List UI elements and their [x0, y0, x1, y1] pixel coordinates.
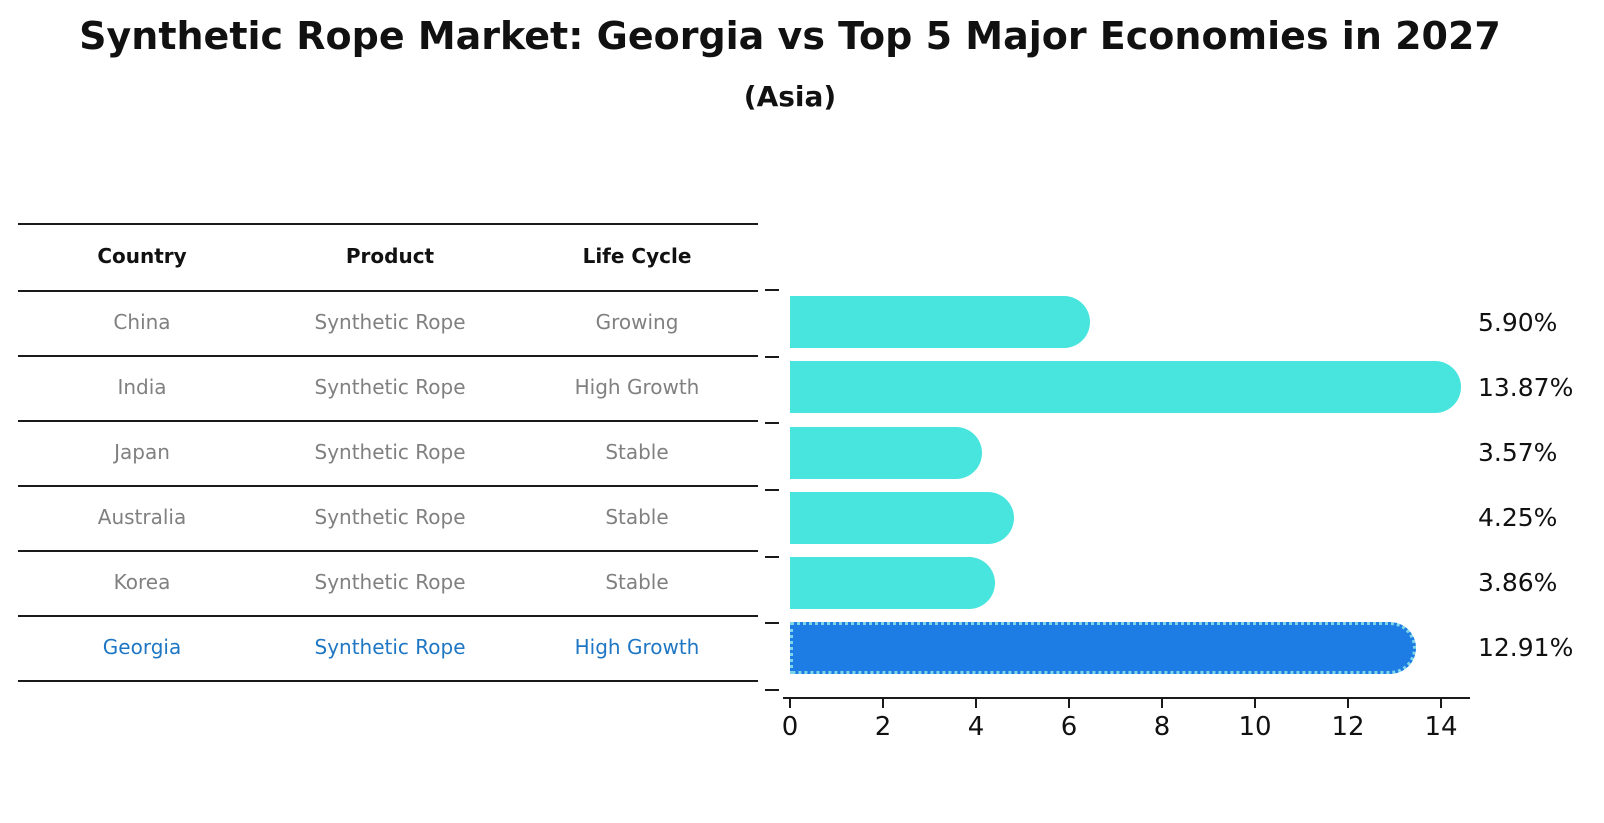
- x-axis-tick: [789, 699, 791, 708]
- table-cell-country: Australia: [97, 505, 187, 529]
- table-cell-life-cycle: Growing: [595, 310, 679, 334]
- x-axis-label: 6: [1060, 712, 1078, 742]
- table-cell-country: India: [117, 375, 167, 399]
- x-axis-tick: [1161, 699, 1163, 708]
- x-axis-label: 0: [781, 712, 799, 742]
- table-cell-product: Synthetic Rope: [314, 570, 466, 594]
- x-axis-label: 12: [1331, 712, 1365, 742]
- table-line: [18, 290, 758, 292]
- y-axis-tick: [765, 689, 779, 691]
- table-header-country: Country: [97, 244, 187, 268]
- table-cell-life-cycle: Stable: [605, 505, 669, 529]
- table-cell-life-cycle-georgia: High Growth: [574, 635, 700, 659]
- x-axis-label: 8: [1153, 712, 1171, 742]
- y-axis-tick: [765, 556, 779, 558]
- table-cell-country-georgia: Georgia: [102, 635, 182, 659]
- bar-value-label: 4.25%: [1478, 503, 1558, 532]
- x-axis-tick: [1254, 699, 1256, 708]
- bar-value-label: 3.57%: [1478, 438, 1558, 467]
- table-header-life-cycle: Life Cycle: [582, 244, 692, 268]
- x-axis-tick: [882, 699, 884, 708]
- bar-india: [790, 361, 1461, 413]
- table-line: [18, 550, 758, 552]
- x-axis-tick: [975, 699, 977, 708]
- y-axis-tick: [765, 289, 779, 291]
- y-axis-tick: [765, 622, 779, 624]
- y-axis-tick: [765, 489, 779, 491]
- table-cell-country: Japan: [114, 440, 170, 464]
- bar-japan: [790, 427, 982, 479]
- chart-subtitle: (Asia): [743, 80, 837, 113]
- table-cell-product-georgia: Synthetic Rope: [314, 635, 466, 659]
- table-cell-product: Synthetic Rope: [314, 375, 466, 399]
- table-line: [18, 223, 758, 225]
- table-cell-life-cycle: High Growth: [574, 375, 700, 399]
- bar-australia: [790, 492, 1014, 544]
- x-axis-label: 2: [874, 712, 892, 742]
- x-axis-line: [783, 697, 1470, 699]
- bar-china: [790, 296, 1090, 348]
- table-cell-life-cycle: Stable: [605, 440, 669, 464]
- bar-georgia: [790, 622, 1416, 674]
- chart-title: Synthetic Rope Market: Georgia vs Top 5 …: [79, 14, 1501, 58]
- table-cell-product: Synthetic Rope: [314, 505, 466, 529]
- bar-value-label: 5.90%: [1478, 308, 1558, 337]
- x-axis-tick: [1068, 699, 1070, 708]
- table-cell-country: Korea: [113, 570, 171, 594]
- bar-value-label: 12.91%: [1478, 633, 1574, 662]
- x-axis-tick: [1347, 699, 1349, 708]
- bar-value-label: 13.87%: [1478, 373, 1574, 402]
- x-axis-tick: [1440, 699, 1442, 708]
- x-axis-label: 14: [1424, 712, 1458, 742]
- table-line: [18, 680, 758, 682]
- bar-value-label: 3.86%: [1478, 568, 1558, 597]
- table-line: [18, 485, 758, 487]
- table-header-product: Product: [345, 244, 435, 268]
- table-line: [18, 355, 758, 357]
- table-cell-country: China: [113, 310, 171, 334]
- table-cell-life-cycle: Stable: [605, 570, 669, 594]
- table-line: [18, 420, 758, 422]
- table-cell-product: Synthetic Rope: [314, 310, 466, 334]
- bar-korea: [790, 557, 995, 609]
- x-axis-label: 10: [1238, 712, 1272, 742]
- table-cell-product: Synthetic Rope: [314, 440, 466, 464]
- y-axis-tick: [765, 356, 779, 358]
- y-axis-tick: [765, 422, 779, 424]
- x-axis-label: 4: [967, 712, 985, 742]
- table-line: [18, 615, 758, 617]
